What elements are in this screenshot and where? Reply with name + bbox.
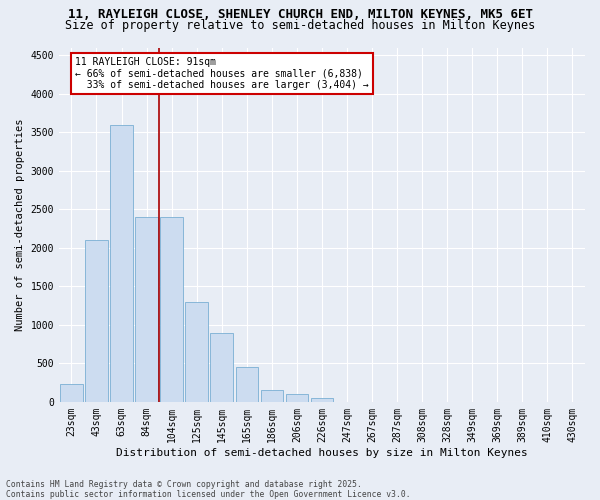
Text: 11, RAYLEIGH CLOSE, SHENLEY CHURCH END, MILTON KEYNES, MK5 6ET: 11, RAYLEIGH CLOSE, SHENLEY CHURCH END, … — [67, 8, 533, 20]
Bar — [160, 217, 183, 402]
Y-axis label: Number of semi-detached properties: Number of semi-detached properties — [15, 118, 25, 331]
Text: Contains HM Land Registry data © Crown copyright and database right 2025.
Contai: Contains HM Land Registry data © Crown c… — [6, 480, 410, 499]
Bar — [211, 332, 233, 402]
Bar — [110, 124, 133, 402]
Bar — [136, 217, 158, 402]
X-axis label: Distribution of semi-detached houses by size in Milton Keynes: Distribution of semi-detached houses by … — [116, 448, 528, 458]
Bar — [236, 367, 258, 402]
Text: 11 RAYLEIGH CLOSE: 91sqm
← 66% of semi-detached houses are smaller (6,838)
  33%: 11 RAYLEIGH CLOSE: 91sqm ← 66% of semi-d… — [75, 56, 369, 90]
Bar — [185, 302, 208, 402]
Bar — [60, 384, 83, 402]
Bar — [286, 394, 308, 402]
Bar — [260, 390, 283, 402]
Bar — [85, 240, 108, 402]
Text: Size of property relative to semi-detached houses in Milton Keynes: Size of property relative to semi-detach… — [65, 19, 535, 32]
Bar — [311, 398, 333, 402]
